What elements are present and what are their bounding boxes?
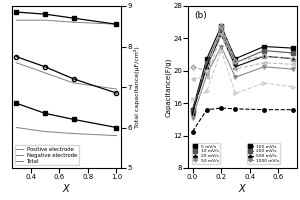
Text: (b): (b) [195, 11, 208, 20]
Line: 20 mV/s: 20 mV/s [191, 33, 294, 115]
50 mV/s [191, 117, 194, 119]
Positive electrode [43, 13, 47, 15]
Line: 5 mV/s: 5 mV/s [191, 25, 294, 111]
Line: 100 mV/s: 100 mV/s [191, 25, 294, 73]
Negative electrode [14, 55, 18, 58]
1000 mV/s [262, 108, 266, 111]
1000 mV/s [219, 107, 223, 109]
50 mV/s [262, 66, 266, 68]
100 mV/s [262, 55, 266, 57]
10 mV/s [205, 61, 208, 64]
Line: 200 mV/s: 200 mV/s [191, 33, 294, 81]
Legend: 100 mV/s, 200 mV/s, 500 mV/s, 1000 mV/s: 100 mV/s, 200 mV/s, 500 mV/s, 1000 mV/s [247, 143, 280, 164]
Legend: Positive electrode, Negative electrode, Total: Positive electrode, Negative electrode, … [15, 145, 79, 165]
500 mV/s [205, 90, 208, 92]
20 mV/s [291, 57, 295, 60]
Total [72, 118, 75, 121]
5 mV/s [205, 57, 208, 60]
100 mV/s [291, 57, 295, 60]
20 mV/s [234, 66, 237, 68]
X-axis label: $\it{X}$: $\it{X}$ [62, 182, 71, 194]
Line: 10 mV/s: 10 mV/s [191, 29, 294, 113]
50 mV/s [291, 68, 295, 70]
5 mV/s [291, 47, 295, 49]
10 mV/s [191, 110, 194, 112]
Line: 500 mV/s: 500 mV/s [191, 49, 294, 101]
Negative electrode [72, 78, 75, 80]
50 mV/s [219, 45, 223, 48]
Positive electrode [14, 11, 18, 13]
1000 mV/s [191, 130, 194, 133]
10 mV/s [219, 29, 223, 31]
20 mV/s [262, 55, 266, 57]
500 mV/s [291, 86, 295, 88]
10 mV/s [291, 52, 295, 54]
100 mV/s [219, 25, 223, 27]
Total [14, 102, 18, 104]
200 mV/s [219, 33, 223, 36]
5 mV/s [191, 108, 194, 111]
500 mV/s [234, 92, 237, 95]
1000 mV/s [205, 108, 208, 111]
500 mV/s [191, 98, 194, 100]
100 mV/s [205, 70, 208, 72]
Negative electrode [115, 92, 118, 94]
Line: Total: Total [14, 101, 119, 129]
100 mV/s [234, 60, 237, 62]
Line: Negative electrode: Negative electrode [14, 55, 118, 95]
20 mV/s [219, 33, 223, 36]
5 mV/s [219, 25, 223, 27]
Positive electrode [72, 17, 75, 19]
100 mV/s [191, 66, 194, 68]
Line: 50 mV/s: 50 mV/s [191, 45, 294, 120]
Positive electrode [115, 23, 118, 25]
200 mV/s [291, 63, 295, 66]
20 mV/s [205, 66, 208, 68]
10 mV/s [234, 61, 237, 64]
5 mV/s [262, 45, 266, 48]
1000 mV/s [291, 108, 295, 111]
200 mV/s [262, 61, 266, 64]
500 mV/s [262, 82, 266, 84]
Total [115, 126, 118, 129]
500 mV/s [219, 49, 223, 52]
20 mV/s [191, 112, 194, 114]
10 mV/s [262, 49, 266, 52]
Line: Positive electrode: Positive electrode [14, 10, 119, 26]
Line: 1000 mV/s: 1000 mV/s [191, 106, 294, 133]
Negative electrode [43, 66, 47, 68]
Y-axis label: Capacitance(F/g): Capacitance(F/g) [165, 57, 172, 117]
5 mV/s [234, 57, 237, 60]
1000 mV/s [234, 108, 237, 110]
X-axis label: $\it{X}$: $\it{X}$ [238, 182, 247, 194]
50 mV/s [205, 74, 208, 76]
50 mV/s [234, 76, 237, 78]
200 mV/s [234, 68, 237, 70]
Y-axis label: Total capacitance(μF/cm²): Total capacitance(μF/cm²) [134, 46, 140, 128]
200 mV/s [205, 76, 208, 78]
200 mV/s [191, 78, 194, 80]
Total [43, 112, 47, 115]
